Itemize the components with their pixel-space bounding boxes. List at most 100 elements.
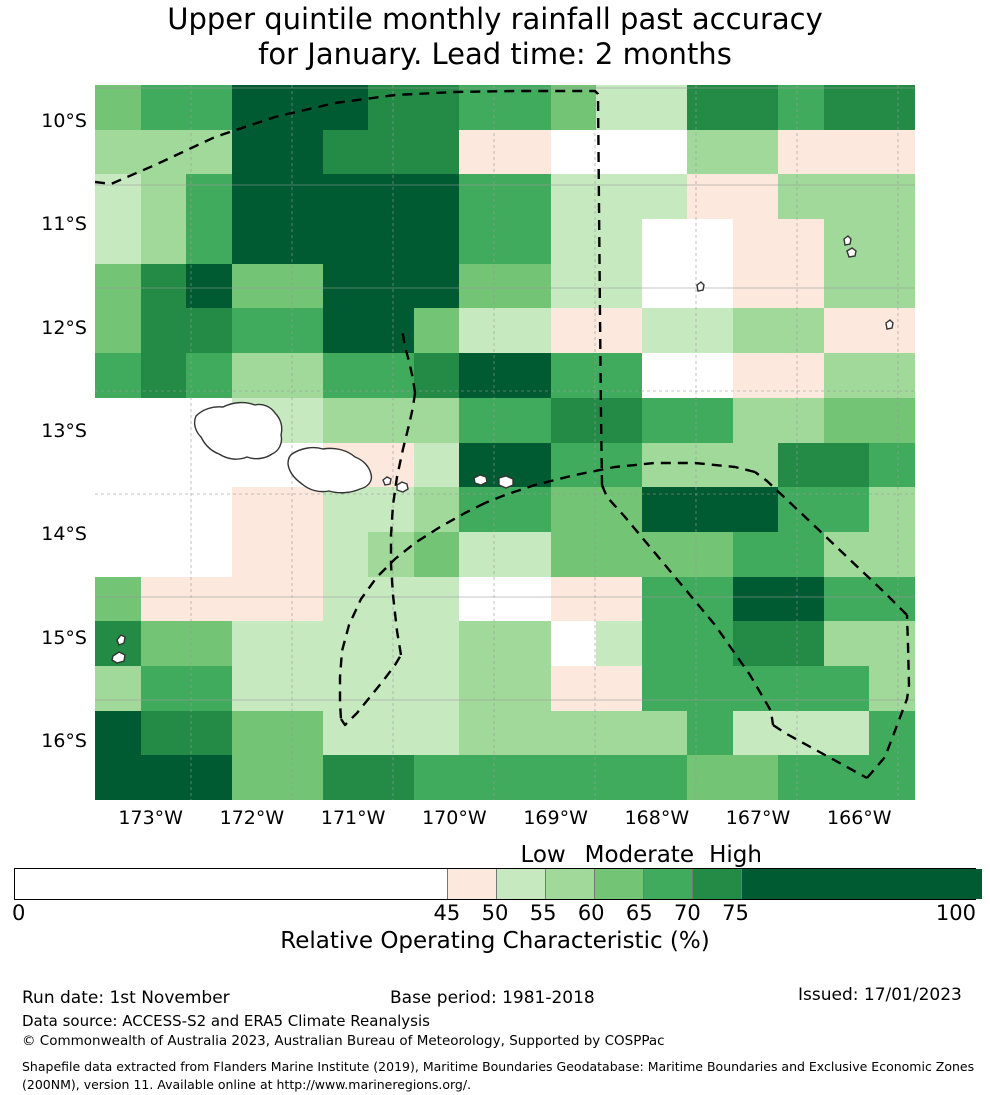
heatmap-cell bbox=[459, 85, 505, 130]
heatmap-cell bbox=[141, 621, 186, 666]
colorbar-segment bbox=[15, 869, 448, 899]
heatmap-cell bbox=[323, 398, 368, 443]
heatmap-cell bbox=[368, 621, 414, 666]
footer-issued-date: Issued: 17/01/2023 bbox=[798, 985, 962, 1005]
heatmap-cell bbox=[824, 755, 869, 800]
heatmap-cell bbox=[95, 666, 141, 711]
colorbar-tick-label: 70 bbox=[674, 901, 701, 925]
heatmap-cell bbox=[232, 532, 277, 577]
heatmap-cell bbox=[277, 308, 323, 353]
roc-heatmap-grid bbox=[95, 85, 915, 800]
heatmap-cell bbox=[596, 487, 642, 532]
colorbar-tick-label: 75 bbox=[722, 901, 749, 925]
colorbar bbox=[14, 868, 982, 900]
heatmap-cell bbox=[505, 353, 551, 398]
heatmap-cell bbox=[824, 353, 869, 398]
heatmap-cell bbox=[733, 487, 778, 532]
heatmap-cell bbox=[596, 398, 642, 443]
heatmap-cell bbox=[232, 85, 277, 130]
heatmap-cell bbox=[323, 621, 368, 666]
heatmap-cell bbox=[323, 755, 368, 800]
heatmap-cell bbox=[186, 532, 232, 577]
heatmap-cell bbox=[141, 308, 186, 353]
heatmap-cell bbox=[459, 353, 505, 398]
heatmap-cell bbox=[505, 398, 551, 443]
colorbar-segment bbox=[448, 869, 497, 899]
heatmap-cell bbox=[232, 711, 277, 755]
heatmap-cell bbox=[824, 621, 869, 666]
heatmap-cell bbox=[778, 443, 824, 487]
heatmap-cell bbox=[186, 308, 232, 353]
heatmap-cell bbox=[277, 130, 323, 174]
heatmap-cell bbox=[277, 666, 323, 711]
heatmap-cell bbox=[459, 219, 505, 264]
lat-tick-label: 11°S bbox=[41, 213, 87, 236]
colorbar-category-label: Low bbox=[520, 842, 566, 868]
map-plot-area bbox=[95, 85, 915, 800]
heatmap-cell bbox=[459, 264, 505, 308]
heatmap-cell bbox=[505, 755, 551, 800]
footer-data-source: Data source: ACCESS-S2 and ERA5 Climate … bbox=[22, 1012, 430, 1030]
heatmap-cell bbox=[551, 621, 596, 666]
heatmap-cell bbox=[551, 398, 596, 443]
heatmap-cell bbox=[459, 308, 505, 353]
heatmap-cell bbox=[551, 755, 596, 800]
heatmap-cell bbox=[687, 130, 733, 174]
heatmap-cell bbox=[687, 443, 733, 487]
heatmap-cell bbox=[869, 353, 915, 398]
heatmap-cell bbox=[642, 130, 687, 174]
heatmap-cell bbox=[505, 577, 551, 621]
heatmap-cell bbox=[778, 308, 824, 353]
heatmap-cell bbox=[141, 219, 186, 264]
heatmap-cell bbox=[733, 174, 778, 219]
heatmap-cell bbox=[459, 711, 505, 755]
heatmap-cell bbox=[733, 621, 778, 666]
heatmap-cell bbox=[141, 666, 186, 711]
heatmap-cell bbox=[778, 398, 824, 443]
heatmap-cell bbox=[733, 532, 778, 577]
heatmap-cell bbox=[687, 308, 733, 353]
heatmap-cell bbox=[414, 264, 459, 308]
heatmap-cell bbox=[505, 532, 551, 577]
heatmap-cell bbox=[95, 264, 141, 308]
heatmap-cell bbox=[687, 621, 733, 666]
heatmap-cell bbox=[459, 487, 505, 532]
heatmap-cell bbox=[368, 130, 414, 174]
heatmap-cell bbox=[733, 353, 778, 398]
heatmap-cell bbox=[824, 666, 869, 711]
heatmap-cell bbox=[824, 85, 869, 130]
heatmap-cell bbox=[778, 487, 824, 532]
heatmap-cell bbox=[186, 755, 232, 800]
heatmap-cell bbox=[551, 85, 596, 130]
heatmap-cell bbox=[459, 755, 505, 800]
colorbar-segment bbox=[546, 869, 595, 899]
heatmap-cell bbox=[277, 85, 323, 130]
heatmap-cell bbox=[186, 621, 232, 666]
heatmap-cell bbox=[505, 130, 551, 174]
heatmap-cell bbox=[186, 85, 232, 130]
lon-tick-label: 170°W bbox=[422, 807, 487, 829]
samoa-coastline bbox=[111, 235, 894, 664]
heatmap-cell bbox=[596, 666, 642, 711]
heatmap-cell bbox=[414, 755, 459, 800]
heatmap-cell bbox=[687, 219, 733, 264]
footer-base-period: Base period: 1981-2018 bbox=[390, 988, 595, 1008]
heatmap-cell bbox=[551, 443, 596, 487]
colorbar-tick-label: 55 bbox=[529, 901, 557, 925]
heatmap-cell bbox=[505, 487, 551, 532]
heatmap-cell bbox=[323, 308, 368, 353]
heatmap-cell bbox=[505, 621, 551, 666]
heatmap-cell bbox=[368, 487, 414, 532]
heatmap-cell bbox=[505, 264, 551, 308]
heatmap-cell bbox=[141, 443, 186, 487]
heatmap-cell bbox=[642, 621, 687, 666]
heatmap-cell bbox=[778, 666, 824, 711]
heatmap-cell bbox=[551, 666, 596, 711]
heatmap-cell bbox=[95, 443, 141, 487]
heatmap-cell bbox=[687, 174, 733, 219]
heatmap-cell bbox=[277, 755, 323, 800]
heatmap-cell bbox=[869, 308, 915, 353]
heatmap-cell bbox=[414, 711, 459, 755]
heatmap-cell bbox=[642, 85, 687, 130]
heatmap-cell bbox=[505, 219, 551, 264]
